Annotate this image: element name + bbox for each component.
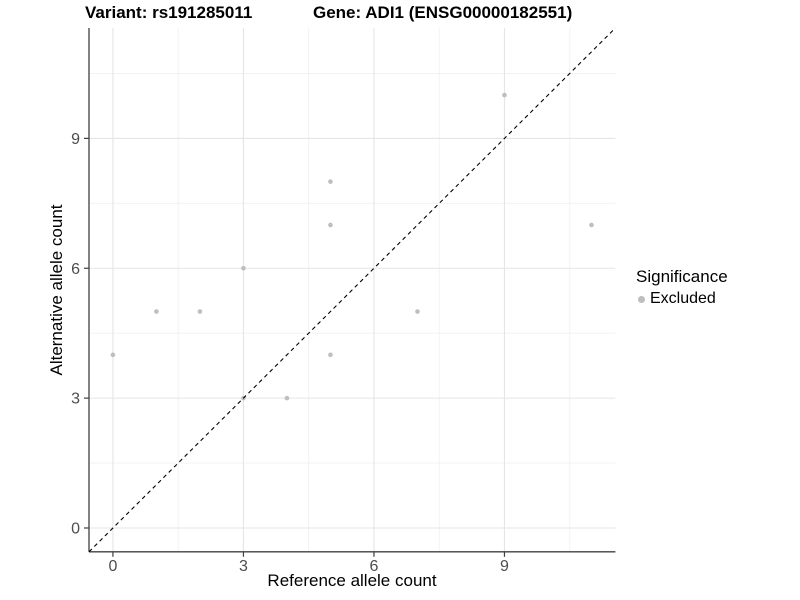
- x-tick-label: 3: [239, 558, 248, 575]
- identity-line: [88, 27, 616, 553]
- y-tick-label: 3: [71, 391, 80, 408]
- x-axis-title: Reference allele count: [267, 571, 437, 590]
- legend: Significance Excluded: [636, 266, 728, 309]
- data-point: [110, 352, 116, 358]
- y-axis-title: Alternative allele count: [47, 204, 66, 376]
- plot-title-gene: Gene: ADI1 (ENSG00000182551): [313, 3, 573, 22]
- x-tick-label: 0: [108, 558, 117, 575]
- y-tick-label: 0: [71, 520, 80, 537]
- y-tick-label: 9: [71, 131, 80, 148]
- data-point: [589, 222, 594, 228]
- data-point: [154, 309, 159, 314]
- plot-title-variant: Variant: rs191285011: [85, 3, 253, 22]
- data-point: [415, 309, 420, 314]
- x-tick-label: 6: [369, 558, 378, 575]
- legend-item-label: Excluded: [650, 290, 716, 307]
- data-point: [197, 309, 203, 314]
- x-tick-label: 9: [500, 558, 509, 575]
- legend-item-excluded: Excluded: [636, 289, 728, 309]
- data-point: [502, 92, 507, 98]
- excluded-point-icon: [638, 295, 645, 303]
- data-point: [328, 222, 333, 228]
- data-point: [241, 265, 246, 271]
- data-point: [284, 395, 290, 401]
- y-tick-label: 6: [71, 261, 80, 278]
- data-point: [328, 352, 333, 358]
- data-point: [328, 179, 333, 184]
- legend-title: Significance: [636, 267, 728, 286]
